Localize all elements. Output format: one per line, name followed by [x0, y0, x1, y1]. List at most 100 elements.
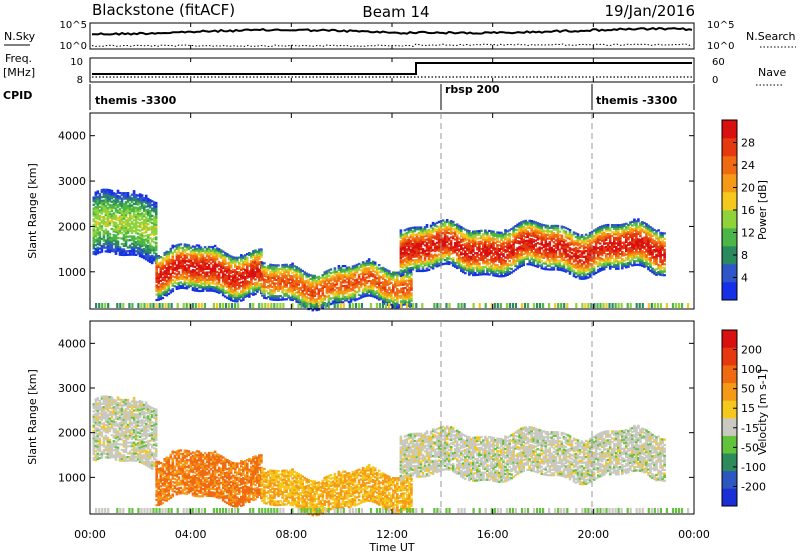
power-cell — [140, 194, 144, 197]
power-cell — [96, 206, 100, 209]
power-cell — [126, 195, 130, 198]
power-cell — [377, 264, 381, 267]
power-cell — [199, 273, 203, 276]
power-cell — [201, 286, 205, 289]
power-cell — [161, 276, 165, 280]
power-cell — [94, 206, 98, 209]
power-cell — [165, 285, 169, 288]
power-cell — [167, 278, 171, 281]
power-cell — [163, 264, 167, 267]
power-cell — [108, 194, 112, 197]
power-cell — [134, 237, 138, 240]
power-cell — [163, 259, 167, 262]
power-cell — [150, 258, 154, 261]
power-cell — [189, 277, 193, 280]
power-cell — [157, 285, 160, 289]
power-cell — [116, 189, 120, 192]
power-cell — [116, 247, 120, 250]
power-cell — [195, 253, 199, 256]
power-cell — [104, 195, 108, 198]
power-cell — [142, 247, 146, 251]
beam-title: Beam 14 — [362, 3, 429, 21]
power-cell — [128, 235, 132, 238]
power-cell — [231, 274, 235, 277]
power-cell — [106, 243, 110, 246]
power-cell — [102, 201, 106, 204]
power-cell — [242, 267, 245, 271]
power-cell — [236, 267, 239, 270]
power-cell — [217, 271, 221, 274]
power-cell — [140, 241, 144, 244]
power-cell — [96, 221, 100, 224]
power-cell — [102, 203, 106, 206]
power-cell — [128, 215, 132, 218]
power-cell — [195, 278, 199, 281]
power-cell — [175, 278, 179, 281]
power-cell — [159, 261, 163, 264]
power-cell — [211, 269, 215, 272]
power-cell — [229, 257, 233, 260]
power-cell — [169, 275, 173, 278]
power-cell — [102, 233, 106, 237]
power-cell — [128, 217, 132, 220]
power-cell — [96, 239, 100, 242]
power-cell — [225, 271, 229, 274]
power-cell — [169, 258, 173, 261]
power-cell — [136, 210, 140, 213]
power-cell — [94, 247, 98, 250]
power-cell — [187, 244, 191, 247]
power-cell — [142, 235, 146, 238]
power-cell — [154, 201, 158, 205]
power-cell — [199, 289, 203, 293]
power-cell — [130, 239, 134, 242]
power-cell — [236, 287, 239, 290]
power-cell — [193, 271, 197, 274]
power-cell — [229, 291, 233, 294]
power-cell — [120, 242, 124, 246]
power-cell — [94, 240, 98, 243]
power-cell — [219, 285, 223, 288]
power-cell — [246, 276, 249, 279]
power-cell — [148, 202, 152, 205]
power-cell — [163, 273, 167, 277]
power-cell — [165, 283, 169, 286]
power-cell — [195, 262, 199, 265]
power-cell — [240, 254, 243, 257]
power-cell — [219, 252, 223, 256]
power-cell — [427, 268, 431, 271]
power-cell — [136, 252, 140, 255]
power-cell — [154, 232, 158, 235]
power-cell — [154, 211, 158, 214]
power-cell — [100, 203, 104, 206]
power-cell — [223, 260, 227, 264]
power-cell — [181, 283, 185, 286]
power-cell — [134, 228, 138, 231]
power-cell — [177, 272, 181, 275]
power-cell — [215, 278, 219, 281]
power-cell — [106, 203, 110, 206]
power-cell — [114, 203, 118, 206]
power-cell — [165, 274, 169, 277]
power-cell — [234, 283, 237, 286]
power-cell — [171, 264, 175, 267]
power-cell — [236, 300, 239, 303]
power-cell — [215, 263, 219, 266]
power-cell — [183, 259, 187, 262]
power-cell — [240, 257, 243, 260]
power-cell — [122, 244, 126, 247]
power-cell — [124, 253, 128, 256]
power-cell — [106, 212, 110, 215]
power-cell — [116, 231, 120, 234]
power-cell — [118, 210, 122, 213]
power-cell — [185, 281, 189, 285]
power-cell — [175, 287, 179, 290]
power-cell — [185, 271, 189, 274]
power-cell — [136, 203, 140, 206]
power-cell — [118, 237, 122, 240]
power-cell — [112, 234, 116, 237]
power-cell — [183, 276, 187, 279]
power-cell — [175, 246, 179, 249]
power-cell — [148, 259, 152, 262]
power-cell — [568, 229, 572, 232]
power-cell — [134, 242, 138, 246]
